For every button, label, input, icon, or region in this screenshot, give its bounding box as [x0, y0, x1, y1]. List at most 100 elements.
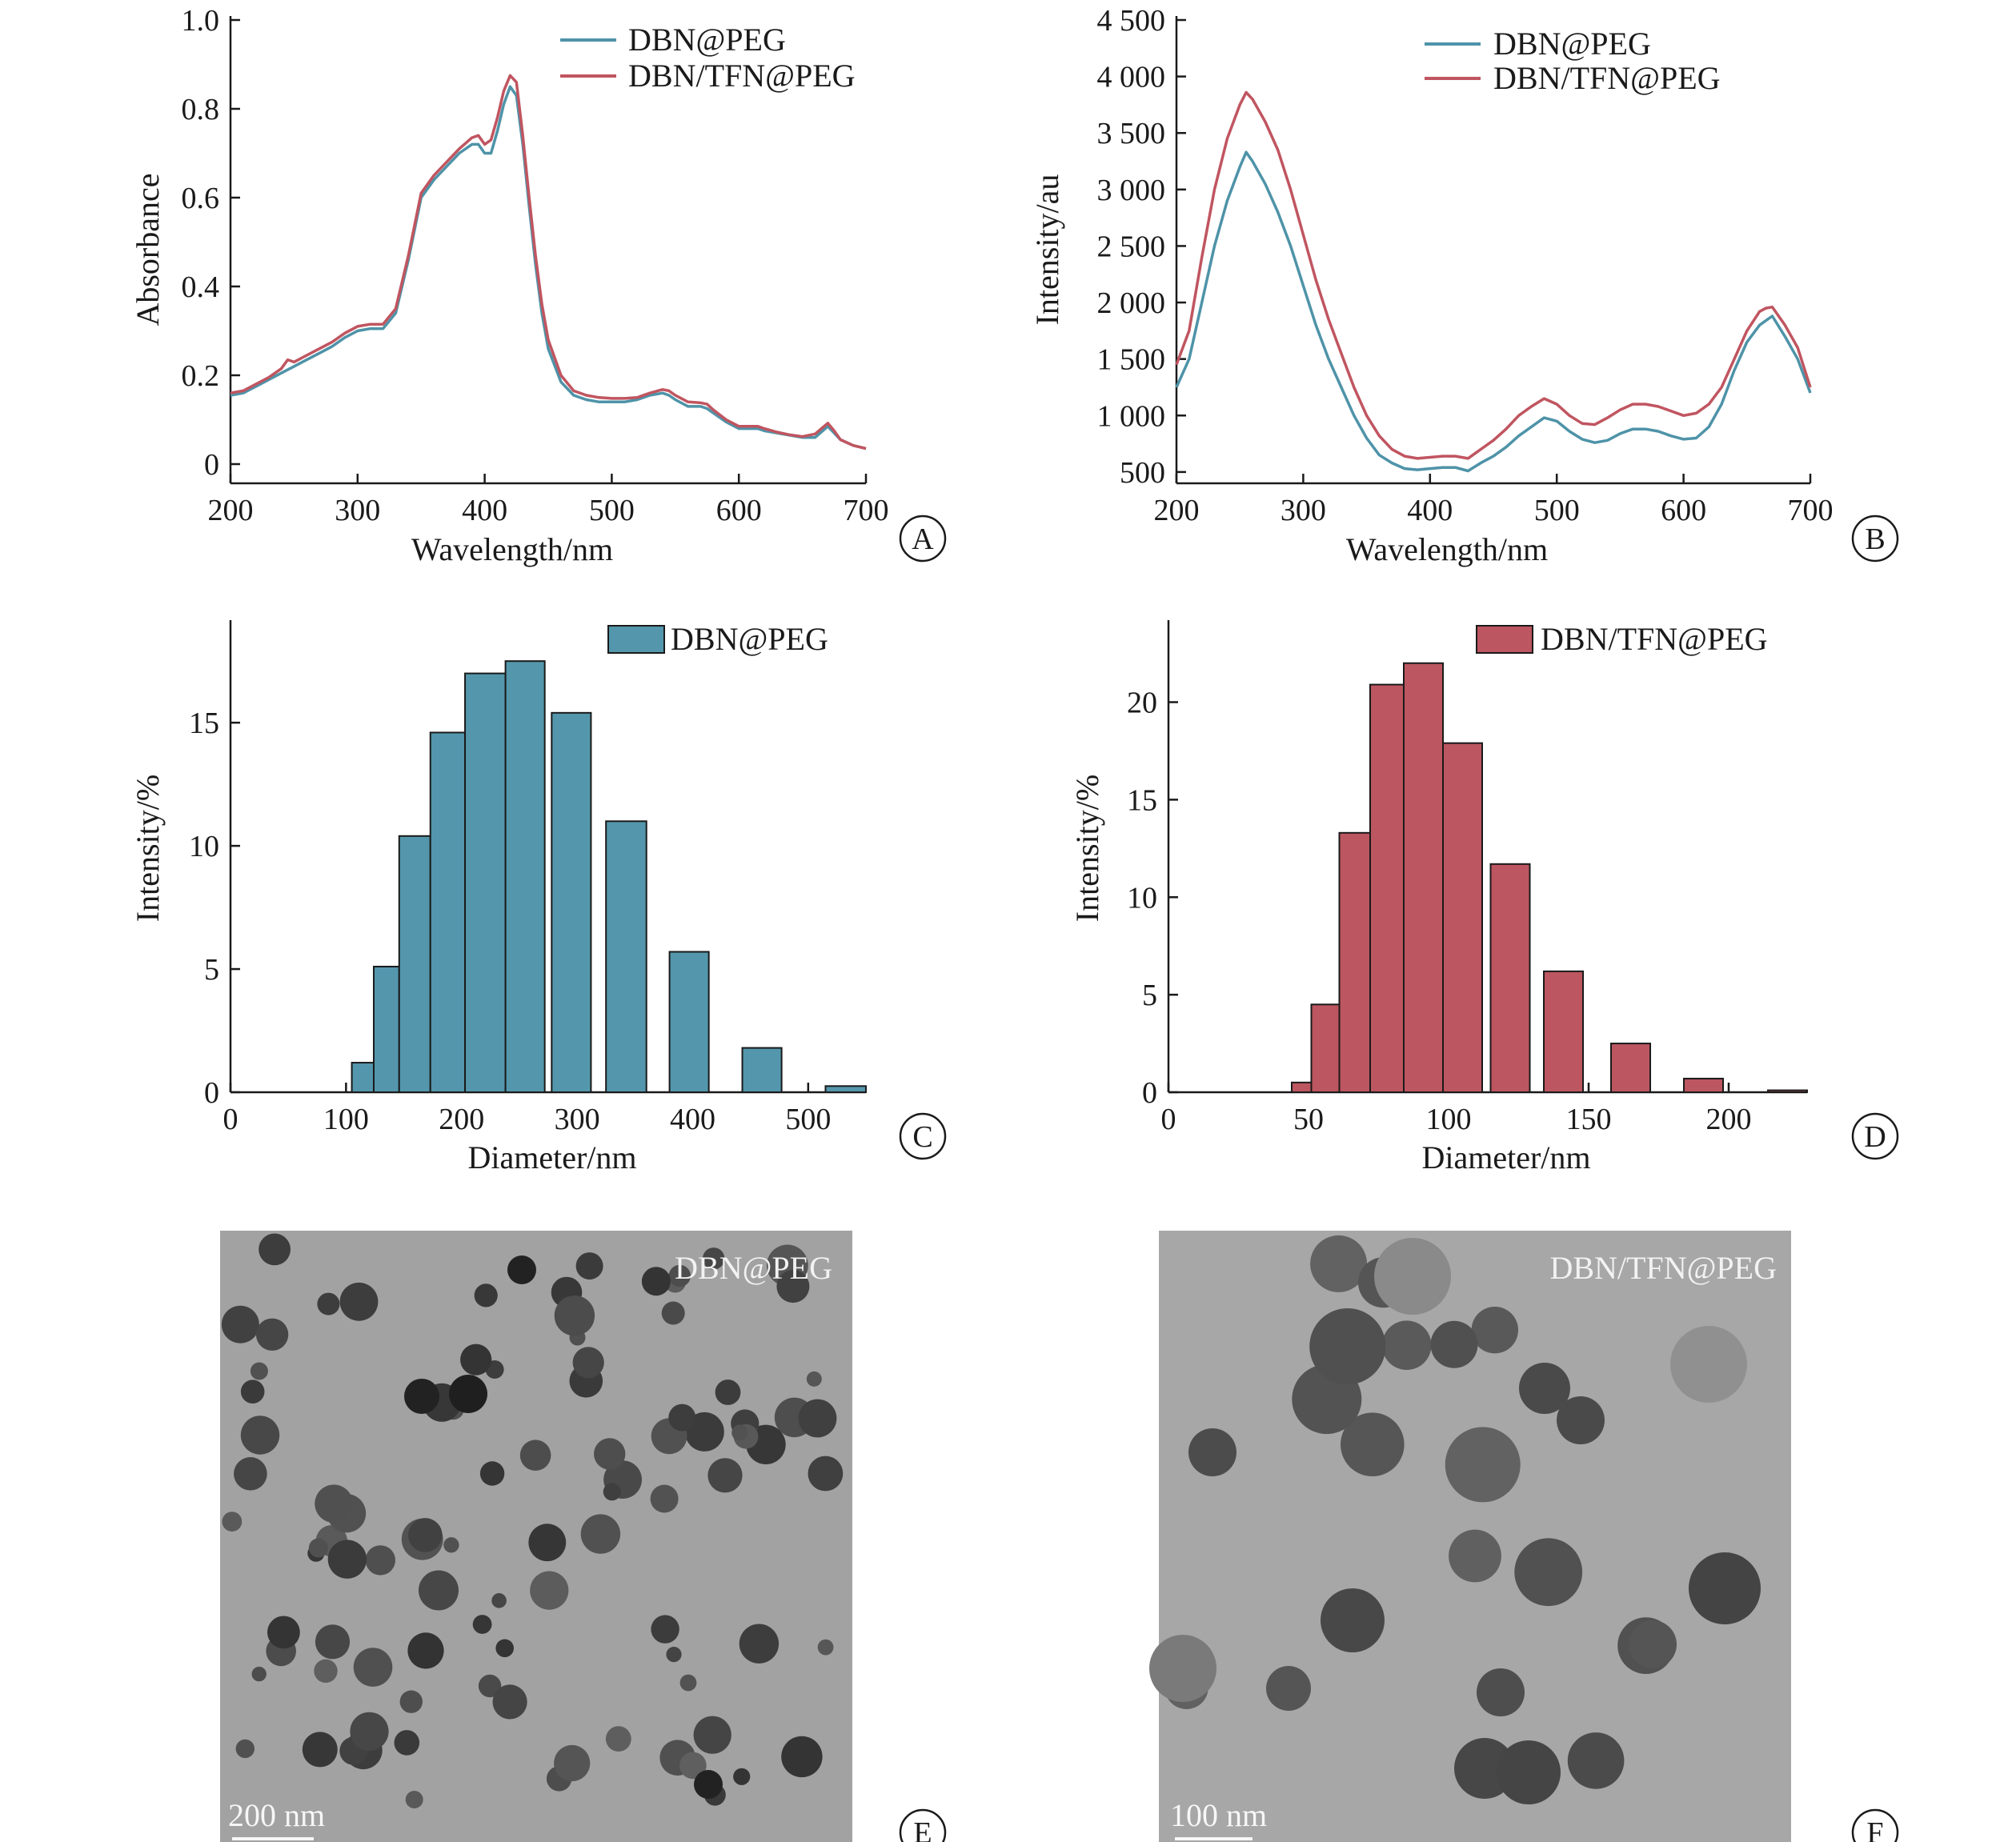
- tem-particle: [519, 1440, 551, 1471]
- tem-particle: [317, 1292, 340, 1315]
- tem-particle: [1477, 1668, 1525, 1716]
- y-tick-label: 10: [189, 830, 219, 863]
- y-tick-label: 0.2: [182, 359, 220, 393]
- panel-f-tem-micrograph: DBN/TFN@PEG 100 nm F: [1149, 1231, 1899, 1842]
- tem-particle: [1374, 1238, 1451, 1315]
- tem-particle: [1341, 1412, 1405, 1476]
- tem-particle: [443, 1537, 459, 1553]
- panel-d-xlabel: Diameter/nm: [1421, 1139, 1590, 1175]
- histogram-bar: [824, 1085, 868, 1093]
- tem-particle: [492, 1684, 527, 1720]
- series-line-dbn-peg: [230, 85, 867, 450]
- tem-particle: [353, 1648, 393, 1687]
- tem-particle: [1471, 1307, 1519, 1354]
- tem-particle: [1689, 1552, 1761, 1624]
- y-tick-label: 0.8: [182, 93, 220, 126]
- tem-particle: [495, 1639, 514, 1658]
- tem-particle: [806, 1371, 822, 1387]
- panel-a-ylabel: Absorbance: [130, 173, 166, 326]
- panel-a-letter: A: [912, 523, 934, 556]
- histogram-bar: [1291, 1081, 1313, 1093]
- tem-particle: [1321, 1588, 1385, 1652]
- histogram-bar: [741, 1047, 783, 1094]
- histogram-bar: [504, 660, 546, 1093]
- tem-particle: [707, 1458, 743, 1493]
- series-line-dbn-tfn-peg: [1175, 90, 1812, 460]
- panel-b-ylabel: Intensity/au: [1029, 174, 1065, 326]
- panel-b-legend: DBN@PEG DBN/TFN@PEG: [1425, 26, 1721, 96]
- tem-particle: [715, 1379, 741, 1405]
- tem-particle: [1445, 1427, 1521, 1503]
- tem-particle: [327, 1540, 367, 1579]
- tem-particle: [703, 1247, 725, 1270]
- x-tick-label: 0: [223, 1103, 238, 1136]
- tem-particle: [798, 1399, 837, 1438]
- histogram-bar: [668, 951, 710, 1093]
- x-tick-label: 100: [323, 1103, 369, 1136]
- histogram-bar: [551, 711, 592, 1093]
- panel-e-tem-micrograph: DBN@PEG 200 nm E: [220, 1231, 947, 1842]
- legend-swatch-dbn-tfn-peg: [1476, 625, 1533, 654]
- tem-particle: [350, 1712, 389, 1751]
- panel-c-letter: C: [912, 1120, 932, 1154]
- tem-particle: [221, 1305, 259, 1343]
- tem-particle: [472, 1615, 492, 1634]
- tem-particle: [575, 1252, 603, 1280]
- x-tick-label: 500: [785, 1103, 831, 1136]
- y-tick-label: 4 500: [1097, 4, 1166, 38]
- x-tick-label: 200: [439, 1103, 484, 1136]
- panel-b-letter-circle: [1851, 515, 1899, 563]
- tem-particle: [694, 1770, 723, 1799]
- tem-particle: [315, 1624, 351, 1660]
- y-tick-label: 2 000: [1097, 286, 1166, 320]
- panel-e-letter: E: [913, 1816, 932, 1842]
- tem-particle: [693, 1716, 731, 1754]
- tem-particle: [394, 1730, 420, 1756]
- tem-particle: [399, 1690, 423, 1713]
- tem-particle: [1519, 1363, 1570, 1414]
- histogram-bar: [398, 835, 431, 1093]
- tem-particle: [739, 1624, 780, 1664]
- x-tick-label: 200: [1154, 494, 1200, 527]
- y-tick-label: 1 500: [1097, 343, 1166, 377]
- tem-particle: [255, 1318, 289, 1351]
- panel-b-letter: B: [1865, 523, 1885, 556]
- tem-f-label: DBN/TFN@PEG: [1549, 1250, 1777, 1286]
- tem-particle: [302, 1732, 338, 1768]
- y-tick-label: 0: [204, 448, 219, 482]
- y-tick-label: 0.4: [182, 270, 220, 304]
- tem-particle: [603, 1483, 621, 1501]
- tem-particle: [234, 1457, 267, 1491]
- tem-particle: [235, 1739, 255, 1759]
- tem-particle: [1514, 1538, 1583, 1607]
- tem-particle: [651, 1615, 679, 1644]
- tem-particle: [1381, 1320, 1432, 1370]
- x-tick-label: 100: [1426, 1103, 1472, 1136]
- legend-label-dbn-tfn-peg: DBN/TFN@PEG: [1541, 621, 1768, 657]
- tem-particle: [580, 1514, 621, 1554]
- y-tick-label: 15: [1127, 783, 1157, 817]
- panel-f-letter: F: [1866, 1816, 1883, 1842]
- tem-particle: [594, 1438, 626, 1470]
- y-tick-label: 5: [1142, 979, 1157, 1012]
- x-tick-label: 50: [1293, 1103, 1324, 1136]
- tem-particle: [507, 1255, 536, 1284]
- series-line-dbn-peg: [1175, 150, 1812, 473]
- y-tick-label: 10: [1127, 881, 1157, 915]
- tem-particle: [404, 1379, 439, 1414]
- tem-particle: [491, 1593, 507, 1608]
- tem-particle: [641, 1267, 671, 1296]
- tem-particle: [1629, 1620, 1677, 1668]
- legend-label-dbn-peg: DBN@PEG: [628, 22, 786, 58]
- y-tick-label: 15: [189, 707, 219, 740]
- tem-particle: [259, 1233, 291, 1266]
- histogram-bar: [1403, 662, 1444, 1093]
- panel-c-letter-circle: [899, 1112, 947, 1160]
- x-tick-label: 600: [1661, 494, 1706, 527]
- tem-particle: [554, 1295, 595, 1336]
- tem-particle: [240, 1416, 280, 1455]
- tem-particle: [679, 1752, 707, 1780]
- y-tick-label: 500: [1120, 456, 1165, 490]
